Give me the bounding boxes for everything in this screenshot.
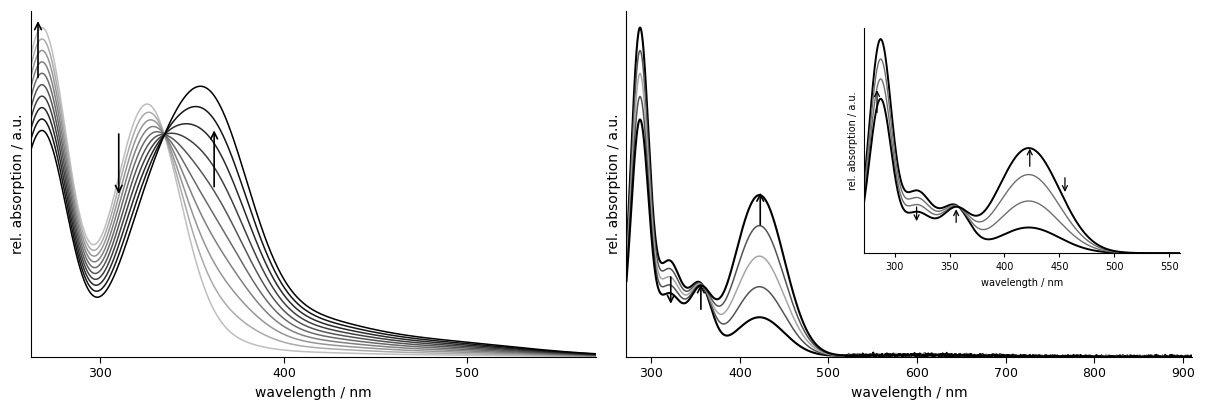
X-axis label: wavelength / nm: wavelength / nm: [255, 386, 372, 400]
Y-axis label: rel. absorption / a.u.: rel. absorption / a.u.: [606, 114, 621, 254]
X-axis label: wavelength / nm: wavelength / nm: [850, 386, 968, 400]
Y-axis label: rel. absorption / a.u.: rel. absorption / a.u.: [11, 114, 25, 254]
